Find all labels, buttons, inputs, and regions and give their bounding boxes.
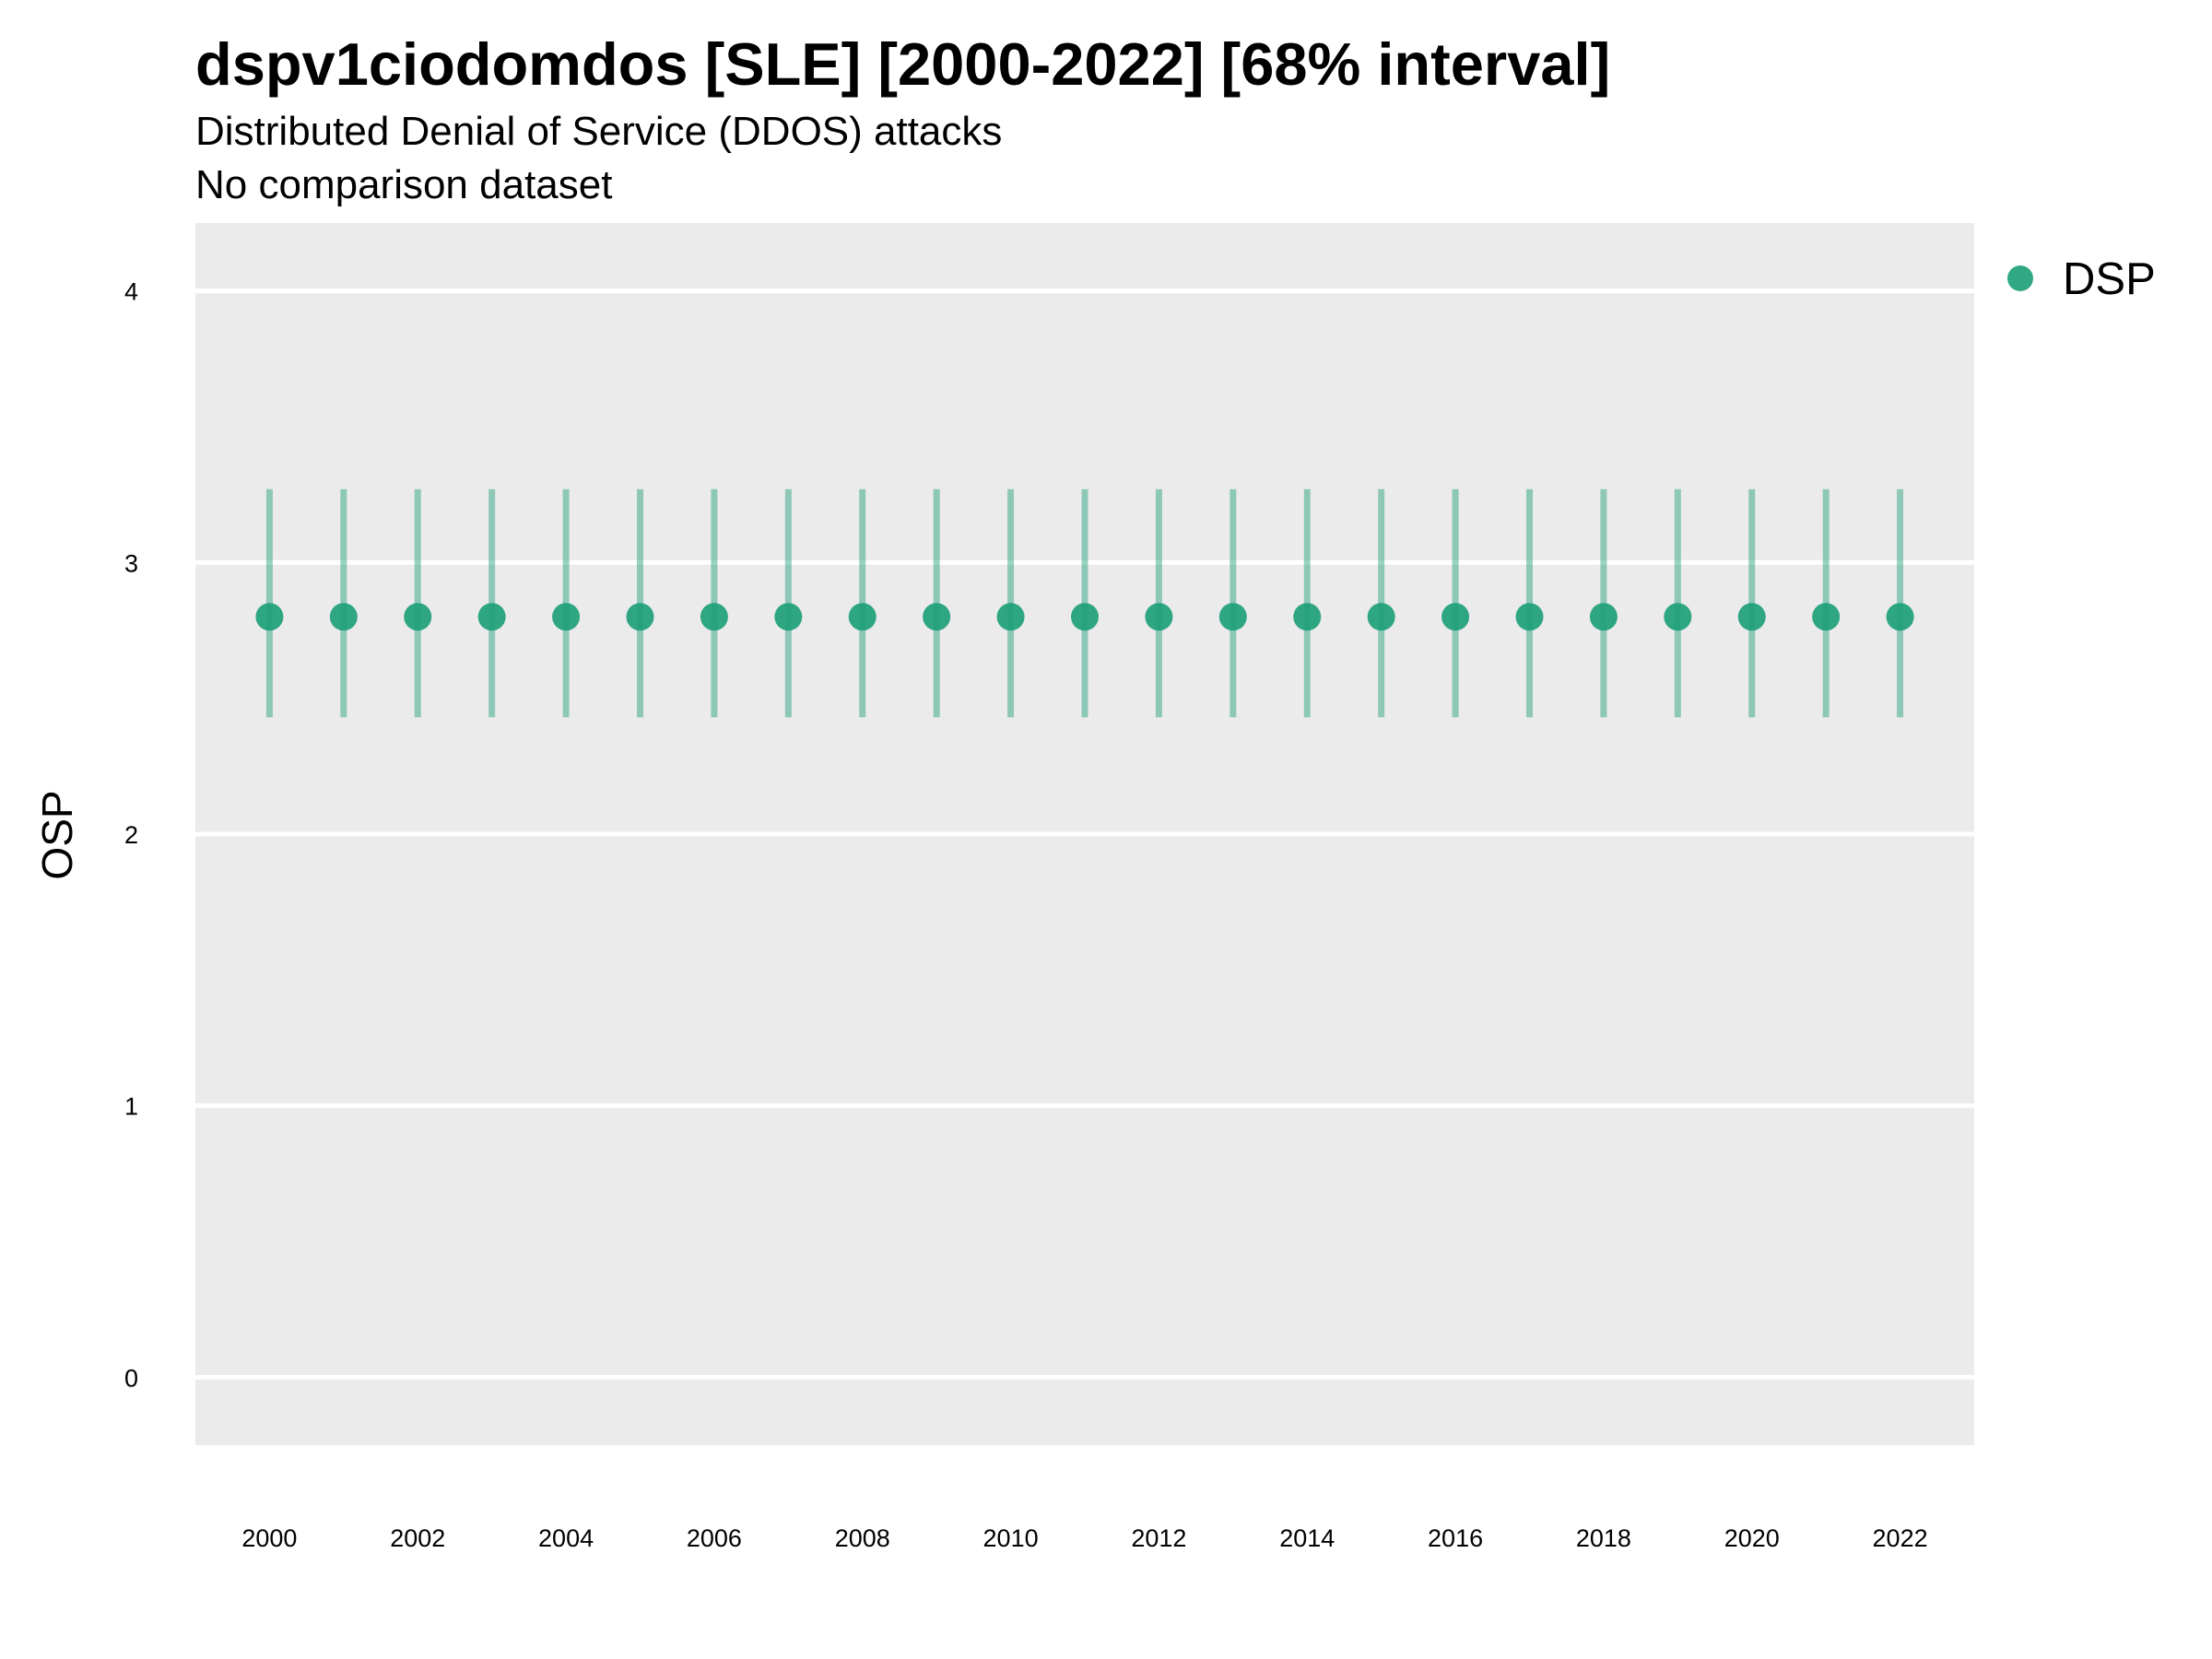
data-point — [404, 603, 432, 631]
data-point — [1367, 603, 1395, 631]
y-tick-label: 4 — [124, 278, 138, 306]
data-point — [848, 603, 877, 631]
x-tick-label: 2000 — [241, 1524, 297, 1552]
chart-title: dspv1ciodomdos [SLE] [2000-2022] [68% in… — [195, 30, 1610, 98]
data-point — [774, 603, 803, 631]
data-point — [1293, 603, 1322, 631]
data-point — [626, 603, 654, 631]
x-tick-label: 2014 — [1279, 1524, 1335, 1552]
data-point — [996, 603, 1025, 631]
legend-key-dsp — [2007, 265, 2033, 291]
x-tick-label: 2008 — [835, 1524, 890, 1552]
x-tick-label: 2012 — [1131, 1524, 1186, 1552]
legend: DSP — [2007, 254, 2156, 304]
data-point — [255, 603, 284, 631]
data-point — [1441, 603, 1470, 631]
y-tick-label: 2 — [124, 821, 138, 849]
x-tick-label: 2016 — [1428, 1524, 1483, 1552]
x-tick-label: 2020 — [1724, 1524, 1780, 1552]
x-tick-label: 2006 — [687, 1524, 742, 1552]
y-tick-label: 0 — [124, 1364, 138, 1392]
y-tick-label: 1 — [124, 1093, 138, 1121]
chart-caption: No comparison dataset — [195, 162, 612, 207]
x-axis-ticks: 2000 2002 2004 2006 2008 2010 2012 2014 2016 2018… — [241, 1524, 1927, 1552]
data-point — [923, 603, 951, 631]
grid-lines — [195, 288, 1974, 1380]
data-point — [1664, 603, 1692, 631]
data-point — [477, 603, 506, 631]
chart-subtitle: Distributed Denial of Service (DDOS) att… — [195, 109, 1002, 154]
data-point — [329, 603, 358, 631]
x-tick-label: 2018 — [1576, 1524, 1631, 1552]
y-axis-ticks: 0 1 2 3 4 — [124, 278, 138, 1393]
data-point — [1218, 603, 1247, 631]
legend-label-dsp: DSP — [2063, 254, 2156, 304]
y-axis-title: OSP — [33, 790, 81, 879]
y-tick-label: 3 — [124, 549, 138, 577]
x-tick-label: 2022 — [1873, 1524, 1928, 1552]
series-dsp — [255, 488, 1914, 718]
data-point — [1886, 603, 1914, 631]
data-point — [1515, 603, 1544, 631]
data-point — [1145, 603, 1173, 631]
x-tick-label: 2002 — [390, 1524, 445, 1552]
data-point — [1071, 603, 1099, 631]
x-tick-label: 2010 — [983, 1524, 1039, 1552]
data-point — [1737, 603, 1766, 631]
data-point — [552, 603, 581, 631]
data-point — [700, 603, 728, 631]
data-point — [1812, 603, 1841, 631]
x-tick-label: 2004 — [538, 1524, 594, 1552]
data-point — [1589, 603, 1618, 631]
